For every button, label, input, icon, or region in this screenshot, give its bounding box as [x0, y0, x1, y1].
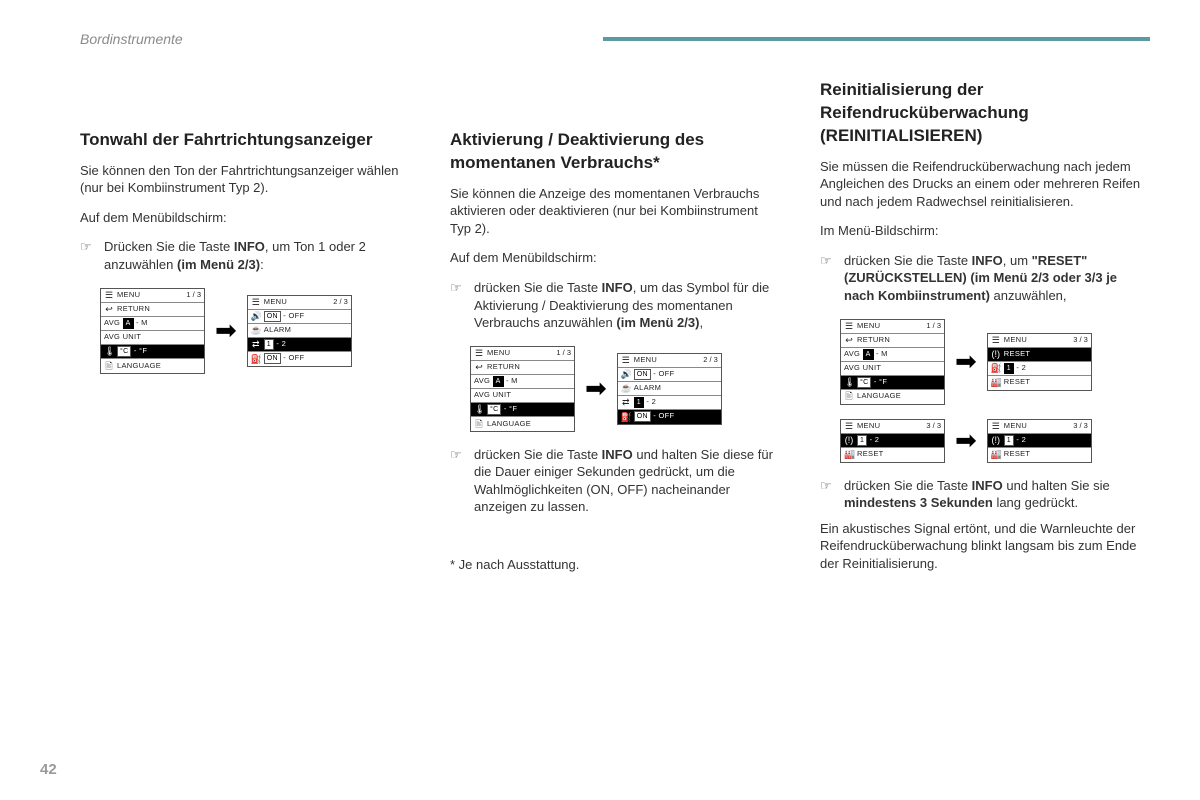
col2-b2-text: drücken Sie die Taste INFO und halten Si…	[474, 446, 780, 516]
col1-lead: Auf dem Menübildschirm:	[80, 209, 410, 227]
manual-page: Bordinstrumente Tonwahl der Fahrtrichtun…	[0, 0, 1200, 615]
menu-screen-3-3c: ☰MENU3 / 3 (!)1 - 2 🏭RESET	[987, 419, 1092, 463]
column-consumption: Aktivierung / Deaktivierung des momentan…	[450, 129, 780, 585]
arrow-right-icon: ➡	[215, 313, 237, 348]
col1-bullet-1: ☞ Drücken Sie die Taste INFO, um Ton 1 o…	[80, 238, 410, 273]
footnote: * Je nach Ausstattung.	[450, 556, 780, 574]
arrow-right-icon: ➡	[585, 371, 607, 406]
menu-screen-2-3-cons: ☰MENU2 / 3 🔊ON - OFF ☕ALARM ⇄1 - 2 ⛽ON -…	[617, 353, 722, 425]
col2-title: Aktivierung / Deaktivierung des momentan…	[450, 129, 780, 175]
menu-screen-3-3b: ☰MENU3 / 3 (!)1 - 2 🏭RESET	[840, 419, 945, 463]
col2-bullet-2: ☞ drücken Sie die Taste INFO und halten …	[450, 446, 780, 516]
col2-bullet-1: ☞ drücken Sie die Taste INFO, um das Sym…	[450, 279, 780, 332]
menu-screen-1-3c: ☰MENU1 / 3 ↩RETURN AVG A - M AVG UNIT 🌡°…	[840, 319, 945, 405]
col2-intro: Sie können die Anzeige des momentanen Ve…	[450, 185, 780, 238]
col3-intro: Sie müssen die Reifendrucküberwachung na…	[820, 158, 1150, 211]
pointer-icon: ☞	[450, 279, 464, 332]
pointer-icon: ☞	[820, 477, 834, 512]
page-number: 42	[40, 760, 57, 780]
column-tpms: Reinitialisierung der Reifendrucküberwac…	[820, 129, 1150, 585]
column-tone-select: Tonwahl der Fahrtrichtungsanzeiger Sie k…	[80, 129, 410, 585]
header-accent-bar	[603, 37, 1150, 41]
col3-title: Reinitialisierung der Reifendrucküberwac…	[820, 79, 1150, 148]
col3-bullet-1: ☞ drücken Sie die Taste INFO, um "RESET"…	[820, 252, 1150, 305]
menu-screen-1-3b: ☰MENU1 / 3 ↩RETURN AVG A - M AVG UNIT 🌡°…	[470, 346, 575, 432]
col2-lead: Auf dem Menübildschirm:	[450, 249, 780, 267]
menu-screen-3-3a: ☰MENU3 / 3 (!)RESET ⛽1 - 2 🏭RESET	[987, 333, 1092, 391]
col2-screens: ☰MENU1 / 3 ↩RETURN AVG A - M AVG UNIT 🌡°…	[470, 346, 780, 432]
col1-b1-text: Drücken Sie die Taste INFO, um Ton 1 ode…	[104, 238, 410, 273]
col3-bullet-2: ☞ drücken Sie die Taste INFO und halten …	[820, 477, 1150, 512]
section-label: Bordinstrumente	[80, 30, 183, 49]
arrow-right-icon: ➡	[955, 344, 977, 379]
content-columns: Tonwahl der Fahrtrichtungsanzeiger Sie k…	[80, 129, 1150, 585]
col1-intro: Sie können den Ton der Fahrtrichtungsanz…	[80, 162, 410, 197]
menu-screen-1-3: ☰MENU1 / 3 ↩RETURN AVG A - M AVG UNIT 🌡°…	[100, 288, 205, 374]
page-header: Bordinstrumente	[80, 30, 1150, 49]
col3-screens-row2: ☰MENU3 / 3 (!)1 - 2 🏭RESET ➡ ☰MENU3 / 3 …	[840, 419, 1150, 463]
pointer-icon: ☞	[450, 446, 464, 516]
col1-title: Tonwahl der Fahrtrichtungsanzeiger	[80, 129, 410, 152]
col3-screens-row1: ☰MENU1 / 3 ↩RETURN AVG A - M AVG UNIT 🌡°…	[840, 319, 1150, 405]
arrow-right-icon: ➡	[955, 423, 977, 458]
col3-lead: Im Menü-Bildschirm:	[820, 222, 1150, 240]
col3-b2-text: drücken Sie die Taste INFO und halten Si…	[844, 477, 1150, 512]
col1-screens: ☰MENU1 / 3 ↩RETURN AVG A - M AVG UNIT 🌡°…	[100, 288, 410, 374]
pointer-icon: ☞	[820, 252, 834, 305]
col2-b1-text: drücken Sie die Taste INFO, um das Symbo…	[474, 279, 780, 332]
menu-screen-2-3-tone: ☰MENU2 / 3 🔊ON - OFF ☕ALARM ⇄1 - 2 ⛽ON -…	[247, 295, 352, 367]
pointer-icon: ☞	[80, 238, 94, 273]
col3-b1-text: drücken Sie die Taste INFO, um "RESET" (…	[844, 252, 1150, 305]
col3-outro: Ein akustisches Signal ertönt, und die W…	[820, 520, 1150, 573]
